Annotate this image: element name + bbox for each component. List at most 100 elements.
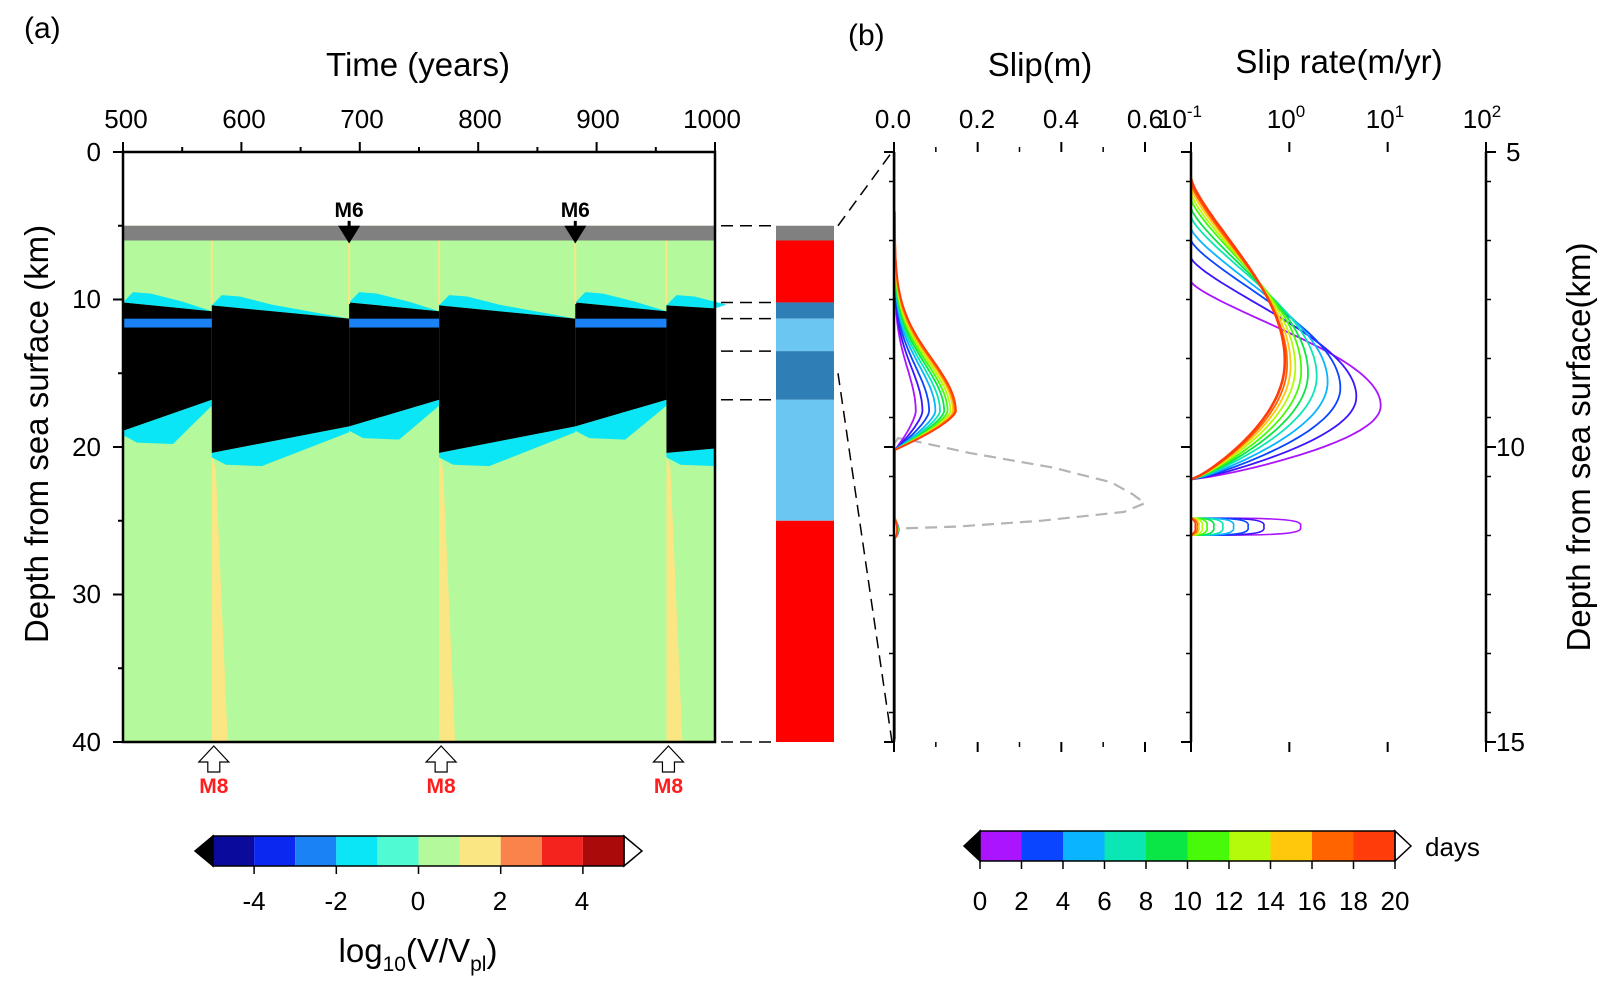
panel-a-ylabel: Depth from sea surface (km) <box>18 225 55 643</box>
slip-title: Slip(m) <box>988 46 1093 83</box>
cbar-a-bin-7 <box>500 836 542 866</box>
shallow-creep-band-2 <box>349 318 440 328</box>
rate-curve-day-18 <box>1190 182 1289 481</box>
friction-segment-4 <box>776 318 834 352</box>
rate-tick-10-base: 10 <box>1366 104 1395 134</box>
zoom-line-bottom <box>837 373 893 743</box>
reference-slip-curve <box>893 436 1148 530</box>
panel-a-title: Time (years) <box>326 46 510 83</box>
rate-tick-100-base: 10 <box>1463 104 1492 134</box>
afterslip-wedge-1 <box>211 454 228 742</box>
velocity-colorbar-title: log10(V/Vpl) <box>339 932 498 976</box>
cbar-title-subpl: pl <box>470 953 486 976</box>
depth-tick-30: 30 <box>72 579 101 609</box>
cbar-a-bin-8 <box>541 836 583 866</box>
friction-segment-5 <box>776 351 834 400</box>
cbar-title-mid: (V/V <box>406 932 470 969</box>
cbar-b-tick-label-14: 14 <box>1256 886 1285 916</box>
locked-zone-6 <box>666 305 715 453</box>
rate-secondary-lobe-day-10 <box>1190 517 1215 536</box>
lower-halo-4 <box>439 426 576 467</box>
cbar-b-bin-4 <box>1146 831 1188 861</box>
cbar-b-bin-8 <box>1312 831 1354 861</box>
x-axis-top: 500 600 700 800 900 1000 <box>104 104 741 134</box>
cbar-a-tick-m4: -4 <box>242 886 265 916</box>
locked-zone-1 <box>123 302 212 431</box>
time-tick-800: 800 <box>458 104 501 134</box>
time-tick-600: 600 <box>222 104 265 134</box>
event-markers: M6 M6 M8 M8 M8 <box>197 199 685 798</box>
cbar-b-tick-label-6: 6 <box>1097 886 1111 916</box>
friction-segment-1 <box>776 225 834 241</box>
rate-secondary-lobe-day-8 <box>1190 517 1224 536</box>
slip-tick-0.6: 0.6 <box>1127 104 1163 134</box>
cbar-a-bin-6 <box>459 836 501 866</box>
cbar-a-bin-5 <box>418 836 460 866</box>
cbar-b-bin-9 <box>1353 831 1395 861</box>
friction-segment-3 <box>776 302 834 319</box>
cbar-a-tick-4: 4 <box>575 886 589 916</box>
upper-halo-5 <box>575 292 667 312</box>
locked-zone-3 <box>349 302 440 427</box>
y-axis-left: 0 10 20 30 40 <box>72 137 101 757</box>
panel-label-b: (b) <box>848 19 885 52</box>
friction-segment-7 <box>776 520 834 742</box>
rate-secondary-lobe-day-4 <box>1190 517 1250 536</box>
slip-curve-day-2 <box>893 152 924 740</box>
cbar-b-bin-6 <box>1229 831 1271 861</box>
days-colorbar <box>962 829 1413 863</box>
upper-halo-2 <box>211 295 350 319</box>
cbar-b-tick-label-2: 2 <box>1014 886 1028 916</box>
upper-halo-3 <box>349 292 440 312</box>
panel-a: Time (years) Depth from sea surface (km)… <box>18 46 741 798</box>
depth-tick-40: 40 <box>72 727 101 757</box>
days-label: days <box>1425 832 1480 862</box>
rate-y-ticks: 5 10 15 <box>1496 137 1525 757</box>
cbar-b-tick-label-4: 4 <box>1056 886 1070 916</box>
rate-curve-day-4 <box>1190 240 1342 481</box>
rate-tick-0.1-exp: -1 <box>1187 102 1202 121</box>
locked-zone-5 <box>575 302 667 427</box>
rate-tick-100: 102 <box>1463 102 1501 134</box>
zoom-line-top <box>837 151 893 227</box>
cbar-a-low-end <box>193 834 214 868</box>
rate-curve-day-0 <box>1190 281 1382 481</box>
cbar-b-low-end <box>962 829 981 863</box>
rate-tick-1: 100 <box>1267 102 1305 134</box>
cbar-b-bin-7 <box>1270 831 1312 861</box>
m6-label-1: M6 <box>335 199 364 222</box>
shallow-creep-band-3 <box>575 318 667 328</box>
slip-curve-day-20 <box>893 152 957 740</box>
m8-arrow-3 <box>652 745 685 773</box>
cbar-b-bin-first <box>980 831 1022 861</box>
slip-tick-0: 0.0 <box>875 104 911 134</box>
cbar-a-bin-3 <box>336 836 378 866</box>
rate-tick-100-exp: 2 <box>1492 102 1501 121</box>
rate-secondary-lobe-day-6 <box>1190 517 1235 536</box>
shallow-layer <box>123 225 715 241</box>
locked-zone-4 <box>439 305 576 453</box>
cbar-b-bin-1 <box>1021 831 1063 861</box>
rate-x-ticks: 10-1 100 101 102 <box>1158 102 1501 134</box>
rate-curve-day-16 <box>1190 187 1292 481</box>
rate-tick-0.1: 10-1 <box>1158 102 1202 134</box>
lower-halo-2 <box>211 426 350 467</box>
cbar-a-bin-9 <box>582 836 624 866</box>
rate-title: Slip rate(m/yr) <box>1235 43 1442 80</box>
cbar-a-bin-0 <box>213 836 255 866</box>
cbar-a-tick-m2: -2 <box>324 886 347 916</box>
cbar-a-high-end <box>623 834 644 868</box>
shallow-creep-band-1 <box>123 318 212 328</box>
m8-label-2: M8 <box>427 775 456 798</box>
rate-secondary-lobe-day-2 <box>1190 517 1265 536</box>
slip-tick-0.2: 0.2 <box>959 104 995 134</box>
slip-tick-0.4: 0.4 <box>1043 104 1079 134</box>
rate-secondary-lobe-day-0 <box>1190 517 1302 536</box>
afterslip-wedge-3 <box>666 454 683 742</box>
cbar-b-tick-label-8: 8 <box>1139 886 1153 916</box>
m6-arrow-2 <box>564 225 587 244</box>
upper-halo-1 <box>123 292 212 312</box>
friction-segment-6 <box>776 399 834 521</box>
cbar-a-bin-4 <box>377 836 419 866</box>
cbar-a-tick-0: 0 <box>411 886 425 916</box>
